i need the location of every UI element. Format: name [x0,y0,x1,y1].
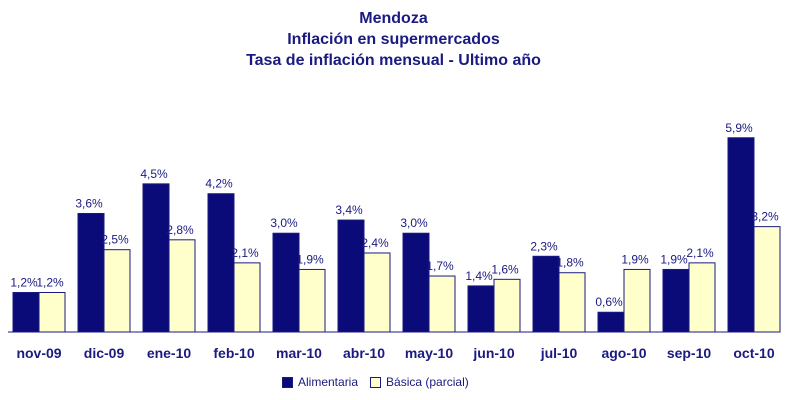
bar-basica-parcial-ene-10 [168,239,196,333]
category-label-abr-10: abr-10 [343,345,385,361]
data-labels-group: 1,2%1,2% 3,6% 2,5% 4,5% 2,8% 4,2% 2,1% 3,0% 1,9%… [10,121,779,309]
bar-alimentaria-oct-10 [727,137,755,333]
bar-basica-parcial-sep-10 [688,262,716,333]
data-label-alimentaria-feb-10: 4,2% [205,177,233,191]
bar-basica-parcial-dic-09 [103,249,131,333]
data-label-basica-parcial-jul-10: 1,8% [556,256,584,270]
legend-item-alimentaria: Alimentaria [282,375,358,389]
chart-subtitle-2: Tasa de inflación mensual - Ultimo año [246,52,541,69]
category-label-oct-10: oct-10 [733,345,774,361]
data-label-alimentaria-abr-10: 3,4% [335,203,363,217]
chart-title: Mendoza [359,10,428,27]
data-label-alimentaria-ene-10: 4,5% [140,167,168,181]
bar-alimentaria-abr-10 [337,219,365,333]
bar-basica-parcial-ago-10 [623,268,651,333]
category-label-nov-09: nov-09 [16,345,61,361]
bar-basica-parcial-nov-09 [38,291,66,333]
bar-basica-parcial-jun-10 [493,278,521,333]
category-label-may-10: may-10 [405,345,453,361]
legend-label-basica: Básica (parcial) [386,375,469,389]
bar-basica-parcial-abr-10 [363,252,391,333]
data-label-alimentaria-nov-09: 1,2% [10,275,38,289]
category-label-ago-10: ago-10 [601,345,646,361]
bar-alimentaria-mar-10 [272,232,300,333]
category-labels-group: nov-09 dic-09 ene-10 feb-10 mar-10 abr-10 may-… [16,345,774,361]
data-label-alimentaria-mar-10: 3,0% [270,216,298,230]
category-label-jun-10: jun-10 [472,345,514,361]
bar-basica-parcial-feb-10 [233,262,261,333]
bar-alimentaria-jun-10 [467,285,495,333]
data-label-basica-parcial-may-10: 1,7% [426,259,454,273]
category-label-dic-09: dic-09 [84,345,125,361]
data-label-alimentaria-ago-10: 0,6% [595,295,623,309]
data-label-basica-parcial-mar-10: 1,9% [296,252,324,266]
data-label-alimentaria-sep-10: 1,9% [660,252,688,266]
bar-basica-parcial-mar-10 [298,268,326,333]
legend-swatch-alimentaria [282,376,293,388]
data-label-alimentaria-jun-10: 1,4% [465,269,493,283]
bar-alimentaria-may-10 [402,232,430,333]
chart-titles: Mendoza Inflación en supermercados Tasa … [0,8,787,71]
category-label-jul-10: jul-10 [540,345,578,361]
bar-alimentaria-ene-10 [142,183,170,333]
bar-basica-parcial-oct-10 [753,226,781,333]
bar-alimentaria-sep-10 [662,268,690,333]
data-label-basica-parcial-sep-10: 2,1% [686,246,714,260]
data-label-alimentaria-may-10: 3,0% [400,216,428,230]
data-label-basica-parcial-oct-10: 3,2% [751,210,779,224]
data-label-basica-parcial-ago-10: 1,9% [621,252,649,266]
data-label-basica-parcial-dic-09: 2,5% [101,233,129,247]
data-label-alimentaria-dic-09: 3,6% [75,196,103,210]
category-label-sep-10: sep-10 [667,345,712,361]
bar-basica-parcial-may-10 [428,275,456,333]
legend-item-basica: Básica (parcial) [370,375,469,389]
data-label-basica-parcial-feb-10: 2,1% [231,246,259,260]
bar-basica-parcial-jul-10 [558,272,586,333]
bar-alimentaria-dic-09 [77,212,105,333]
legend-swatch-basica [370,376,382,388]
data-label-alimentaria-jul-10: 2,3% [530,239,558,253]
data-label-basica-parcial-nov-09: 1,2% [36,275,64,289]
legend: Alimentaria Básica (parcial) [282,373,481,391]
data-label-basica-parcial-ene-10: 2,8% [166,223,194,237]
chart-subtitle: Inflación en supermercados [287,31,500,48]
legend-label-alimentaria: Alimentaria [298,375,359,389]
data-label-alimentaria-oct-10: 5,9% [725,121,753,135]
category-label-ene-10: ene-10 [147,345,192,361]
bar-alimentaria-feb-10 [207,193,235,333]
bars-group [12,137,781,333]
bar-alimentaria-ago-10 [597,311,625,333]
bar-alimentaria-nov-09 [12,291,40,333]
data-label-basica-parcial-jun-10: 1,6% [491,262,519,276]
data-label-basica-parcial-abr-10: 2,4% [361,236,389,250]
category-label-mar-10: mar-10 [276,345,322,361]
category-label-feb-10: feb-10 [213,345,254,361]
bar-alimentaria-jul-10 [532,255,560,333]
